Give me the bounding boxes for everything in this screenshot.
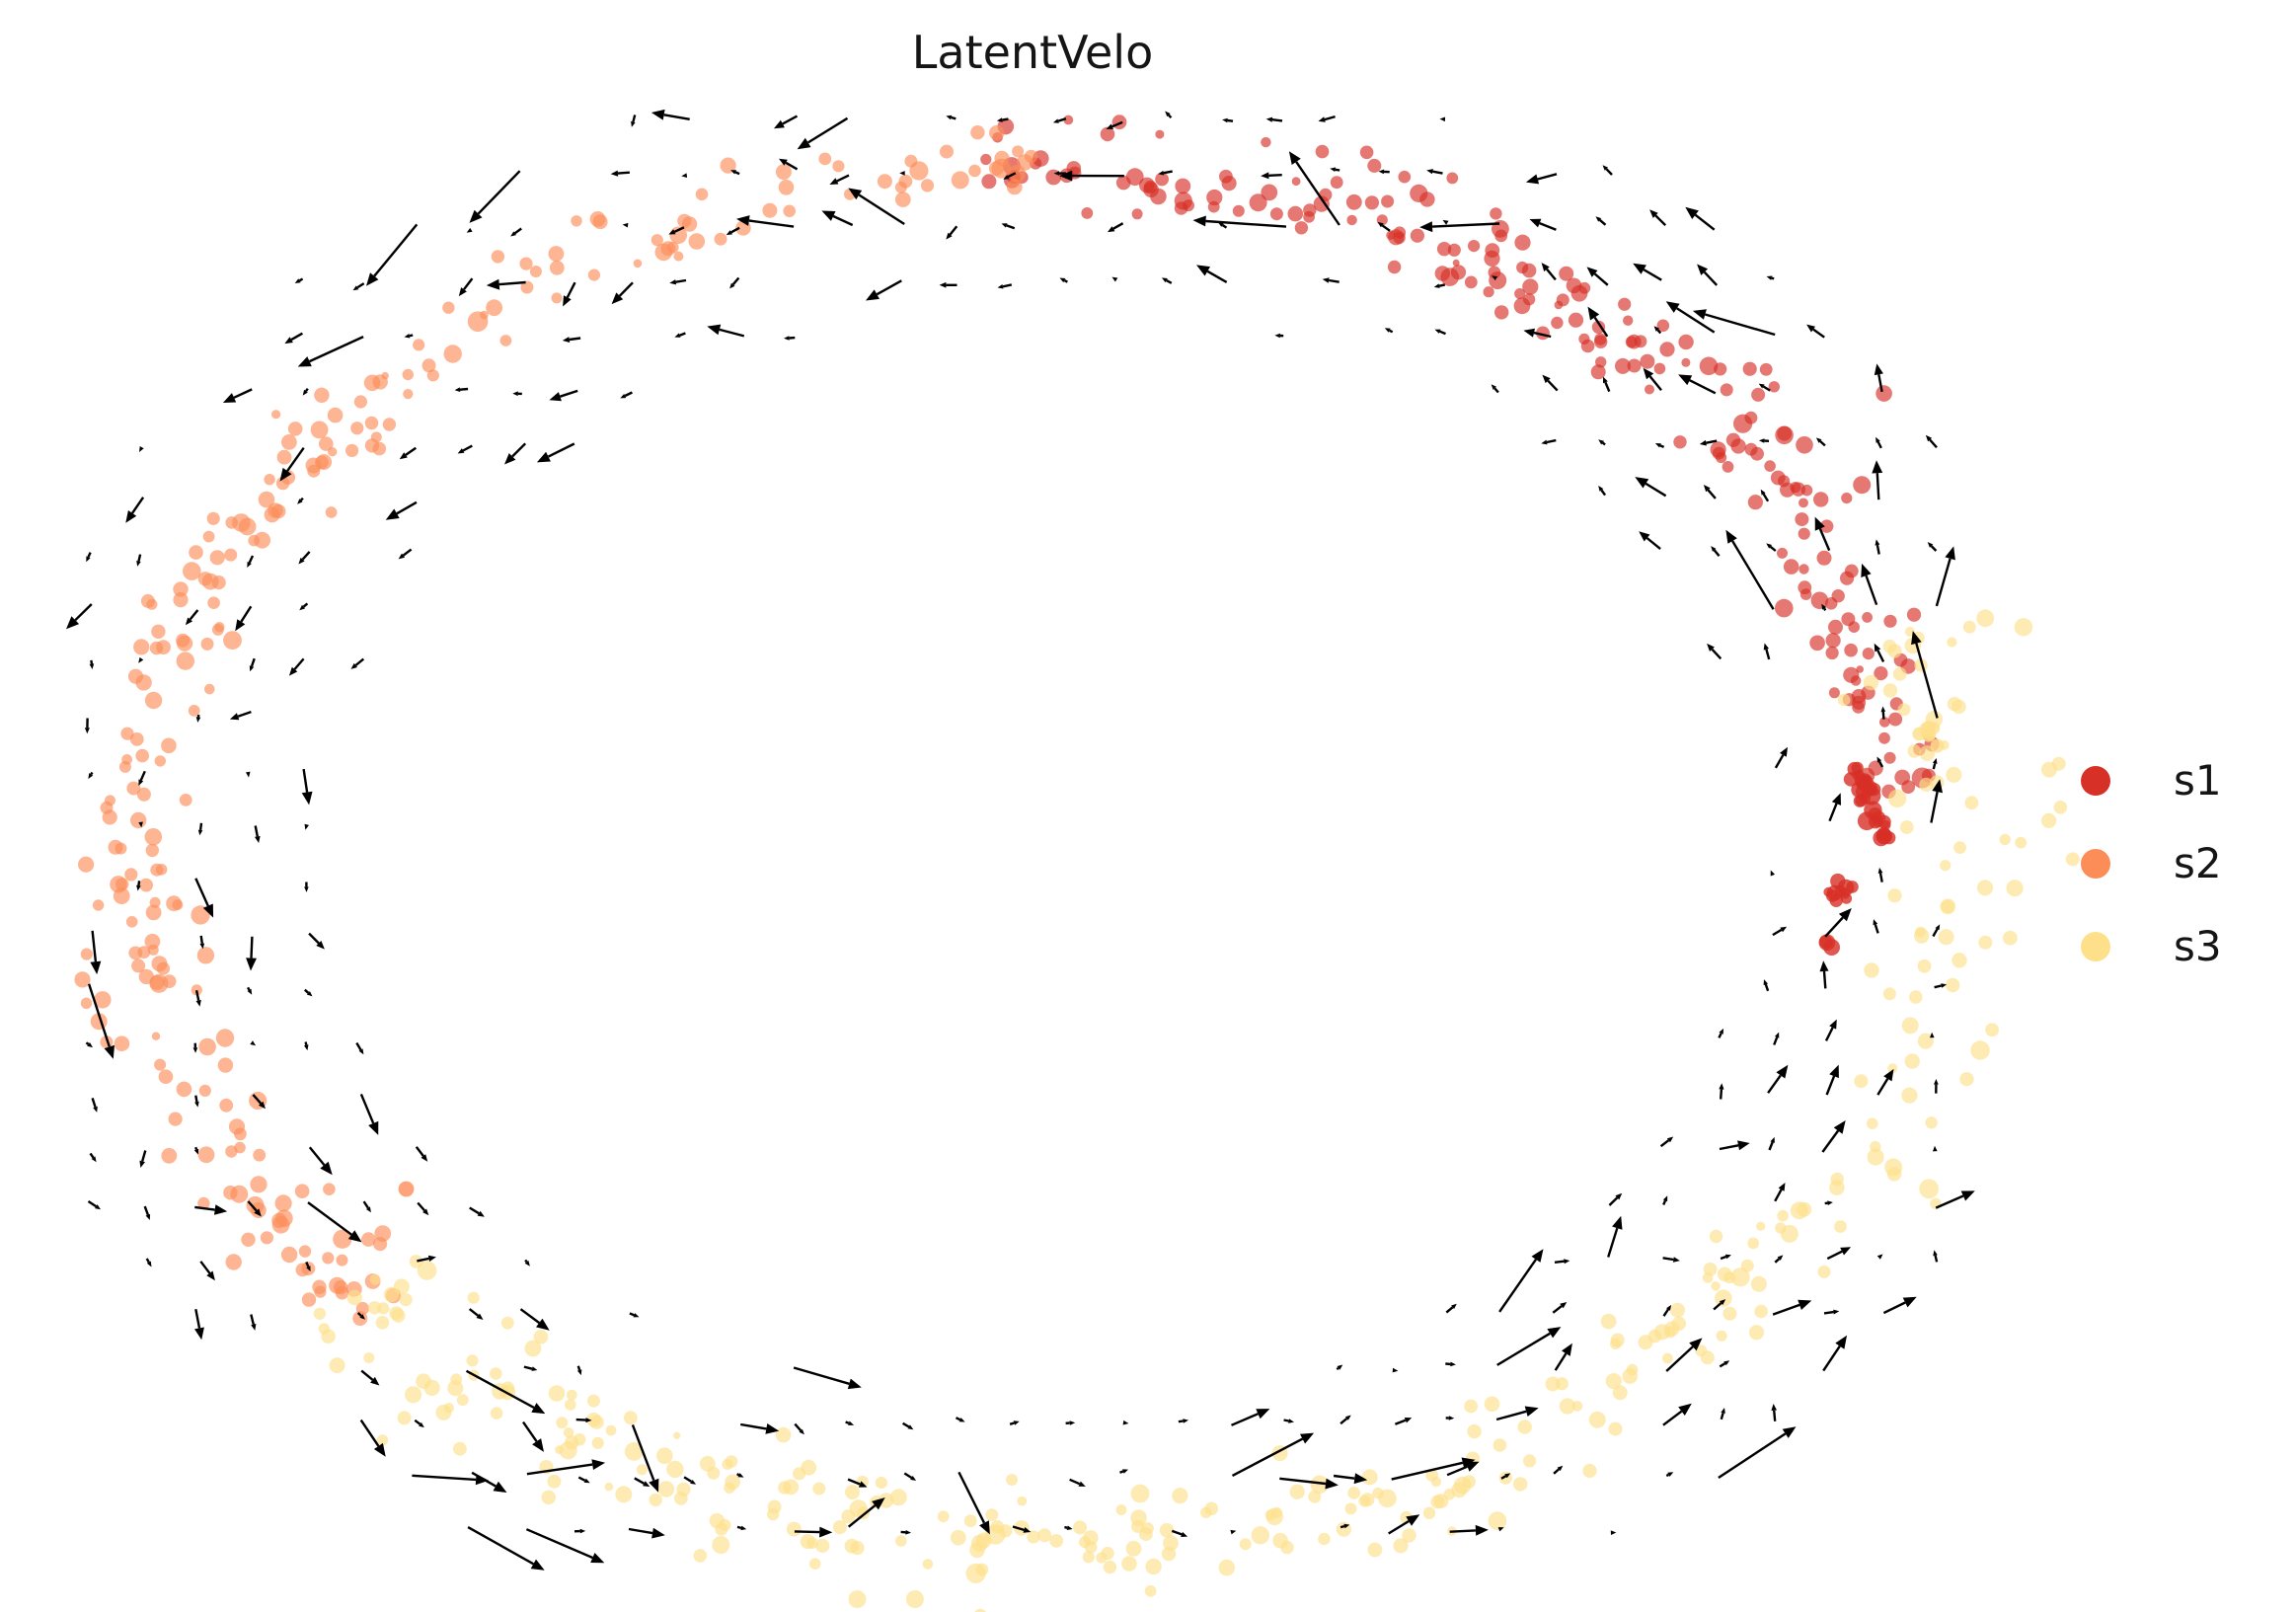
legend-marker-s3 <box>2081 932 2110 961</box>
legend-item-s2: s2 <box>2081 839 2222 888</box>
legend-item-s1: s1 <box>2081 756 2222 806</box>
legend-label-s3: s3 <box>2174 922 2222 970</box>
legend-label-s2: s2 <box>2174 839 2222 887</box>
chart-title: LatentVelo <box>911 26 1154 79</box>
legend: s1 s2 s3 <box>2081 756 2222 971</box>
legend-item-s3: s3 <box>2081 922 2222 971</box>
legend-marker-s1 <box>2081 766 2110 796</box>
legend-label-s1: s1 <box>2174 756 2222 805</box>
legend-marker-s2 <box>2081 849 2110 879</box>
